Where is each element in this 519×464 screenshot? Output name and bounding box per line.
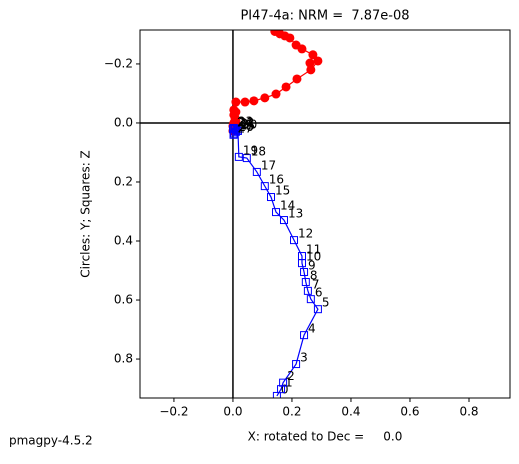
point [228, 124, 237, 133]
point [272, 391, 281, 398]
point [292, 360, 301, 369]
point-label: 12 [298, 227, 313, 241]
point-label: 24 [237, 115, 252, 129]
point [301, 278, 310, 287]
point-label: 5 [322, 296, 330, 310]
point [271, 89, 281, 99]
point [313, 305, 322, 314]
point-label: 6 [315, 286, 323, 300]
point-label: 18 [251, 145, 266, 159]
point [297, 252, 306, 261]
point [308, 50, 318, 60]
point [300, 331, 309, 340]
point [297, 44, 307, 54]
point-label: 13 [288, 207, 303, 221]
point-label: 14 [280, 199, 295, 213]
point-label: 3 [300, 351, 308, 365]
point-label: 25 [240, 118, 255, 132]
point-label: 26 [238, 120, 253, 134]
point-label: 15 [275, 184, 290, 198]
point-label: 9 [308, 258, 316, 272]
point [277, 385, 286, 394]
point [267, 193, 276, 202]
point [300, 267, 309, 276]
x-tick-label: 0.8 [459, 405, 478, 419]
x-tick-label: 0.2 [282, 405, 301, 419]
chart-title: PI47-4a: NRM = 7.87e-08 [240, 9, 409, 24]
y-tick-label: −0.2 [104, 56, 133, 70]
y-tick-label: 0.6 [114, 293, 133, 307]
point-label: 20 [242, 117, 257, 131]
point [240, 97, 250, 107]
point [279, 216, 288, 225]
y-tick-label: 0.0 [114, 115, 133, 129]
point-label: 27 [238, 121, 253, 135]
point [306, 65, 316, 75]
point-label: 23 [238, 114, 253, 128]
point [230, 129, 239, 138]
point-label: 21 [240, 117, 255, 131]
point-label: 22 [239, 115, 254, 129]
point-label: 11 [306, 243, 321, 257]
point [272, 208, 281, 217]
point [242, 154, 251, 163]
point [279, 378, 288, 387]
point [303, 286, 312, 295]
point [290, 236, 299, 245]
point-label: 16 [269, 173, 284, 187]
x-tick-label: 0.6 [400, 405, 419, 419]
point-label: 17 [261, 158, 276, 172]
point [306, 295, 315, 304]
point [285, 33, 295, 43]
point-label: 4 [308, 322, 316, 336]
point-label: 8 [310, 269, 318, 283]
x-tick-label: 0.0 [223, 405, 242, 419]
x-tick-label: 0.4 [341, 405, 360, 419]
point-label: 7 [312, 277, 320, 291]
point-label: 19 [243, 143, 258, 157]
point [234, 152, 243, 161]
point [313, 56, 323, 66]
y-tick-label: 0.4 [114, 234, 133, 248]
plot-frame [139, 29, 511, 399]
y-axis-label: Circles: Y; Squares: Z [79, 150, 93, 278]
plot-area: 0123456789101112131415161718192021222324… [140, 30, 510, 398]
y-tick-label: 0.8 [114, 352, 133, 366]
point [249, 96, 259, 106]
point-label: 1 [285, 376, 293, 390]
point-label: 10 [306, 250, 321, 264]
point [231, 97, 241, 107]
footer: pmagpy-4.5.2 [9, 434, 93, 448]
point [305, 58, 315, 68]
point [292, 74, 302, 84]
point [229, 130, 238, 139]
y-tick-label: 0.2 [114, 174, 133, 188]
x-tick-label: −0.2 [159, 405, 188, 419]
point [231, 127, 240, 136]
point [260, 93, 270, 103]
x-axis-label: X: rotated to Dec = 0.0 [248, 430, 403, 444]
point [281, 82, 291, 92]
point [252, 167, 261, 176]
point [260, 182, 269, 191]
point-label: 2 [287, 369, 295, 383]
